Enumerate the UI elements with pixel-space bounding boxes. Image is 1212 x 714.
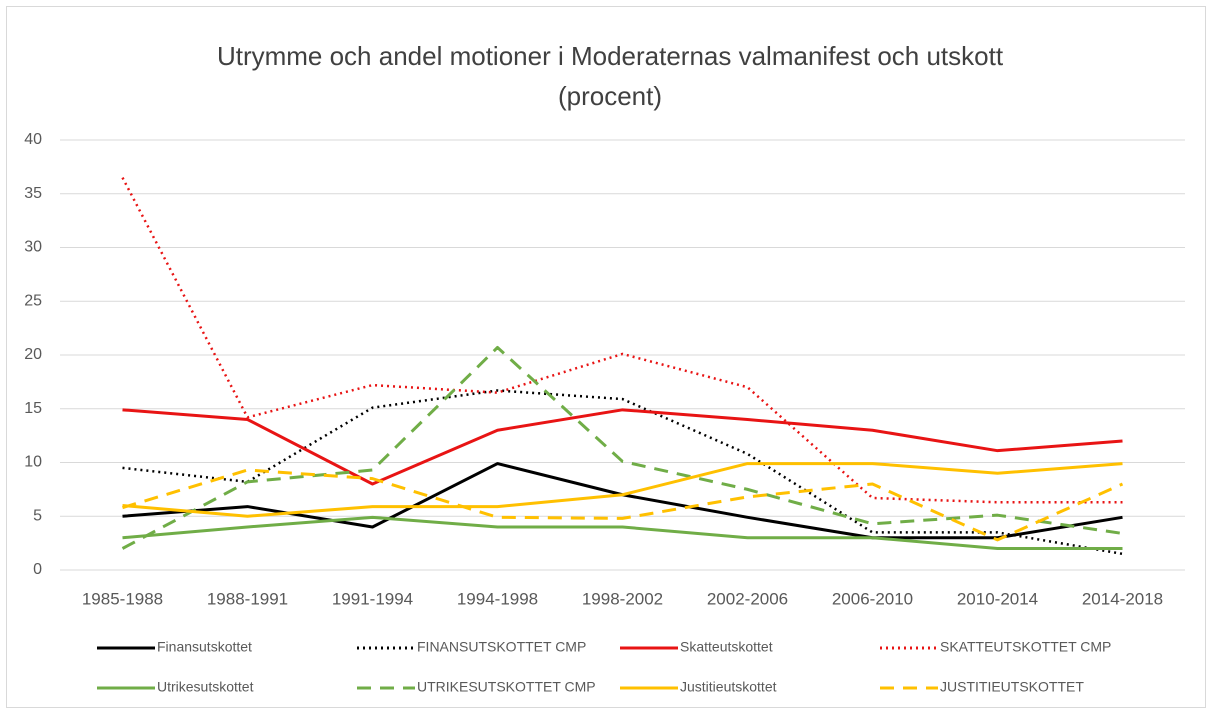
line-series — [121, 177, 1123, 504]
chart-title: Utrymme och andel motioner i Moderaterna… — [217, 41, 1004, 71]
x-tick-label: 1994-1998 — [457, 589, 538, 608]
legend-label: UTRIKESUTSKOTTET CMP — [417, 679, 596, 695]
x-tick-label: 1988-1991 — [207, 589, 288, 608]
y-tick-label: 0 — [33, 561, 42, 578]
y-tick-label: 35 — [24, 185, 42, 202]
x-tick-label: 1998-2002 — [582, 589, 663, 608]
y-tick-label: 25 — [24, 292, 42, 309]
line-series — [122, 468, 1124, 542]
x-tick-label: 2002-2006 — [707, 589, 788, 608]
chart-frame — [6, 6, 1206, 708]
y-tick-label: 5 — [33, 507, 42, 524]
legend-label: Skatteutskottet — [680, 639, 773, 655]
x-tick-label: 2014-2018 — [1082, 589, 1163, 608]
y-tick-label: 15 — [24, 400, 42, 417]
line-series — [122, 408, 1123, 486]
y-tick-label: 40 — [24, 131, 42, 148]
legend-label: Utrikesutskottet — [157, 679, 254, 695]
x-tick-label: 2006-2010 — [832, 589, 913, 608]
x-tick-label: 2010-2014 — [957, 589, 1038, 608]
legend-label: FINANSUTSKOTTET CMP — [417, 639, 586, 655]
line-series — [121, 345, 1123, 550]
legend-label: JUSTITIEUTSKOTTET — [940, 679, 1084, 695]
chart-title: (procent) — [558, 81, 662, 111]
line-series — [122, 515, 1123, 550]
line-series — [122, 389, 1123, 556]
legend-label: Finansutskottet — [157, 639, 252, 655]
legend-label: SKATTEUTSKOTTET CMP — [940, 639, 1111, 655]
legend-label: Justitieutskottet — [680, 679, 777, 695]
x-tick-label: 1985-1988 — [82, 589, 163, 608]
x-tick-label: 1991-1994 — [332, 589, 413, 608]
y-tick-label: 20 — [24, 346, 42, 363]
y-tick-label: 30 — [24, 239, 42, 256]
line-series — [122, 462, 1123, 518]
y-tick-label: 10 — [24, 454, 42, 471]
